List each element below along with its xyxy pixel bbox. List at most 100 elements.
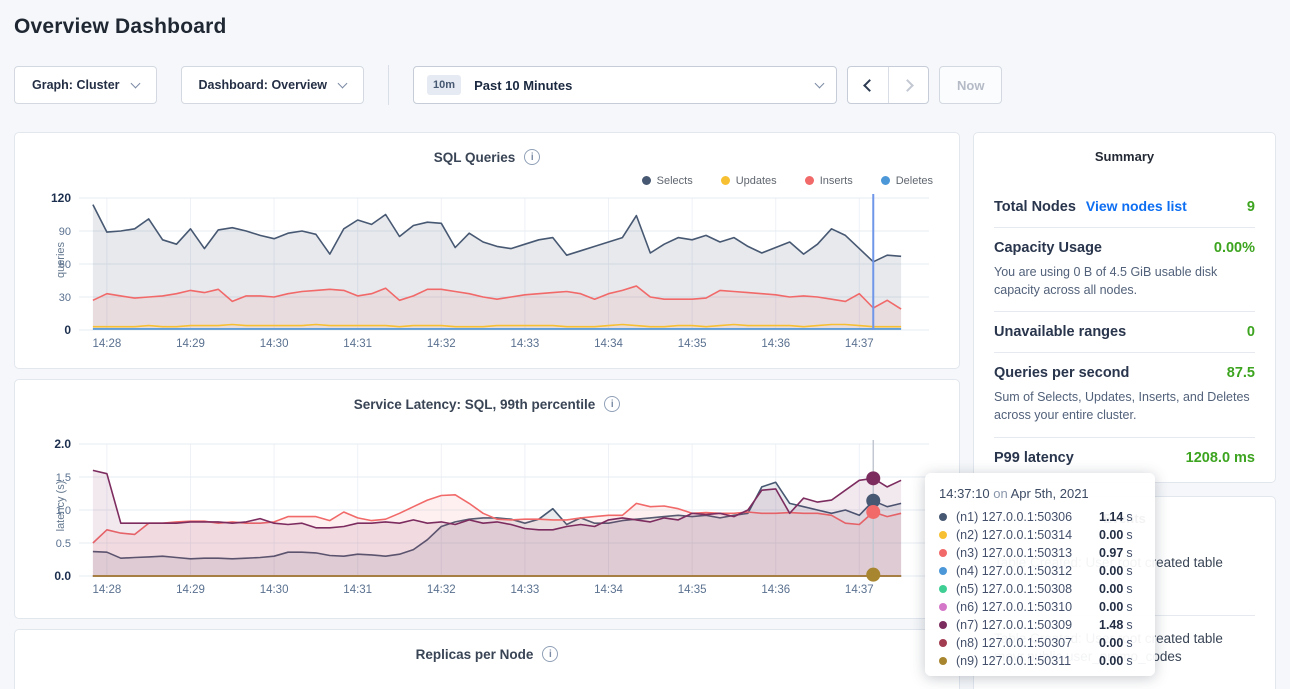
time-next-button[interactable] (888, 67, 928, 103)
tooltip-node-address: (n6) 127.0.0.1:50310 (956, 600, 1099, 614)
dashboard-dropdown[interactable]: Dashboard: Overview (181, 66, 365, 104)
y-axis-label: queries (55, 220, 67, 300)
page-title: Overview Dashboard (14, 0, 1276, 39)
tooltip-node-address: (n1) 127.0.0.1:50306 (956, 510, 1099, 524)
legend-dot-icon (881, 176, 890, 185)
svg-text:120: 120 (51, 191, 71, 205)
tooltip-node-unit: s (1126, 636, 1132, 650)
tooltip-node-row: (n4) 127.0.0.1:503120.00s (939, 562, 1141, 580)
chevron-left-icon (863, 79, 876, 92)
svg-text:14:30: 14:30 (260, 338, 289, 350)
summary-row-qps: Queries per second 87.5 Sum of Selects, … (994, 353, 1255, 437)
qps-label: Queries per second (994, 365, 1129, 381)
svg-text:14:30: 14:30 (260, 584, 289, 596)
tooltip-node-address: (n2) 127.0.0.1:50314 (956, 528, 1099, 542)
tooltip-node-value: 0.00 (1099, 636, 1123, 650)
svg-text:0.0: 0.0 (54, 569, 71, 583)
tooltip-node-row: (n2) 127.0.0.1:503140.00s (939, 526, 1141, 544)
legend-dot-icon (805, 176, 814, 185)
p99-label: P99 latency (994, 450, 1074, 466)
series-dot-icon (939, 549, 947, 557)
legend-item-selects[interactable]: Selects (642, 174, 693, 187)
tooltip-node-row: (n5) 127.0.0.1:503080.00s (939, 580, 1141, 598)
svg-text:14:31: 14:31 (343, 584, 372, 596)
info-icon[interactable]: i (542, 646, 558, 662)
series-dot-icon (939, 603, 947, 611)
svg-text:14:28: 14:28 (92, 338, 121, 350)
info-icon[interactable]: i (604, 396, 620, 412)
chevron-down-icon (130, 78, 140, 88)
tooltip-node-address: (n9) 127.0.0.1:50311 (956, 654, 1099, 668)
tooltip-node-value: 0.00 (1099, 654, 1123, 668)
svg-text:14:35: 14:35 (678, 584, 707, 596)
info-icon[interactable]: i (524, 149, 540, 165)
tooltip-rows: (n1) 127.0.0.1:503061.14s(n2) 127.0.0.1:… (939, 508, 1141, 670)
tooltip-node-row: (n6) 127.0.0.1:503100.00s (939, 598, 1141, 616)
summary-title: Summary (994, 149, 1255, 164)
tooltip-node-address: (n5) 127.0.0.1:50308 (956, 582, 1099, 596)
tooltip-node-unit: s (1126, 618, 1132, 632)
svg-text:14:32: 14:32 (427, 584, 456, 596)
chart-hover-tooltip: 14:37:10 on Apr 5th, 2021 (n1) 127.0.0.1… (925, 473, 1155, 676)
series-dot-icon (939, 657, 947, 665)
time-range-picker[interactable]: 10m Past 10 Minutes (413, 66, 837, 104)
qps-desc: Sum of Selects, Updates, Inserts, and De… (994, 388, 1255, 424)
unavailable-ranges-value: 0 (1247, 324, 1255, 340)
tooltip-node-row: (n1) 127.0.0.1:503061.14s (939, 508, 1141, 526)
legend-label: Deletes (896, 175, 933, 187)
replicas-chart-title: Replicas per Node (416, 647, 534, 662)
tooltip-node-unit: s (1126, 510, 1132, 524)
tooltip-node-value: 0.00 (1099, 600, 1123, 614)
service-latency-chart-title: Service Latency: SQL, 99th percentile (354, 397, 596, 412)
now-button[interactable]: Now (939, 66, 1002, 104)
tooltip-node-unit: s (1126, 654, 1132, 668)
tooltip-node-unit: s (1126, 546, 1132, 560)
tooltip-node-value: 1.14 (1099, 510, 1123, 524)
legend-dot-icon (721, 176, 730, 185)
sql-queries-chart-svg[interactable]: 14:2814:2914:3014:3114:3214:3314:3414:35… (27, 190, 947, 358)
sql-queries-chart-area[interactable]: queries 14:2814:2914:3014:3114:3214:3314… (27, 190, 947, 363)
charts-column: SQL Queries i SelectsUpdatesInsertsDelet… (14, 132, 960, 689)
series-dot-icon (939, 621, 947, 629)
controls-bar: Graph: Cluster Dashboard: Overview 10m P… (14, 65, 1276, 105)
total-nodes-value: 9 (1247, 199, 1255, 215)
tooltip-node-unit: s (1126, 564, 1132, 578)
legend-item-deletes[interactable]: Deletes (881, 174, 933, 187)
summary-panel: Summary Total Nodes View nodes list 9 Ca… (973, 132, 1276, 483)
legend-item-updates[interactable]: Updates (721, 174, 777, 187)
series-dot-icon (939, 513, 947, 521)
time-nav-group (847, 66, 929, 104)
summary-row-unavailable-ranges: Unavailable ranges 0 (994, 312, 1255, 353)
svg-text:14:37: 14:37 (845, 338, 874, 350)
legend-label: Updates (736, 175, 777, 187)
svg-text:14:33: 14:33 (511, 338, 540, 350)
time-prev-button[interactable] (848, 67, 888, 103)
service-latency-chart-area[interactable]: latency (s) 14:2814:2914:3014:3114:3214:… (27, 436, 947, 609)
graph-scope-dropdown[interactable]: Graph: Cluster (14, 66, 157, 104)
tooltip-timestamp: 14:37:10 on Apr 5th, 2021 (939, 486, 1141, 501)
replicas-per-node-chart-card: Replicas per Node i (14, 629, 960, 689)
tooltip-node-value: 0.97 (1099, 546, 1123, 560)
view-nodes-list-link[interactable]: View nodes list (1086, 198, 1187, 214)
svg-text:14:32: 14:32 (427, 338, 456, 350)
svg-text:0: 0 (64, 323, 71, 337)
unavailable-ranges-label: Unavailable ranges (994, 324, 1126, 340)
series-dot-icon (939, 531, 947, 539)
y-axis-label: latency (s) (55, 466, 67, 546)
tooltip-node-unit: s (1126, 528, 1132, 542)
summary-row-p99: P99 latency 1208.0 ms (994, 438, 1255, 478)
capacity-label: Capacity Usage (994, 240, 1102, 256)
legend-item-inserts[interactable]: Inserts (805, 174, 853, 187)
time-range-badge: 10m (427, 75, 461, 95)
tooltip-node-unit: s (1126, 600, 1132, 614)
tooltip-node-value: 0.00 (1099, 564, 1123, 578)
capacity-value: 0.00% (1214, 240, 1255, 256)
sql-queries-chart-card: SQL Queries i SelectsUpdatesInsertsDelet… (14, 132, 960, 369)
divider (388, 65, 389, 105)
series-dot-icon (939, 585, 947, 593)
summary-row-total-nodes: Total Nodes View nodes list 9 (994, 186, 1255, 228)
tooltip-node-row: (n9) 127.0.0.1:503110.00s (939, 652, 1141, 670)
svg-text:14:28: 14:28 (92, 584, 121, 596)
service-latency-chart-svg[interactable]: 14:2814:2914:3014:3114:3214:3314:3414:35… (27, 436, 947, 604)
tooltip-node-row: (n3) 127.0.0.1:503130.97s (939, 544, 1141, 562)
